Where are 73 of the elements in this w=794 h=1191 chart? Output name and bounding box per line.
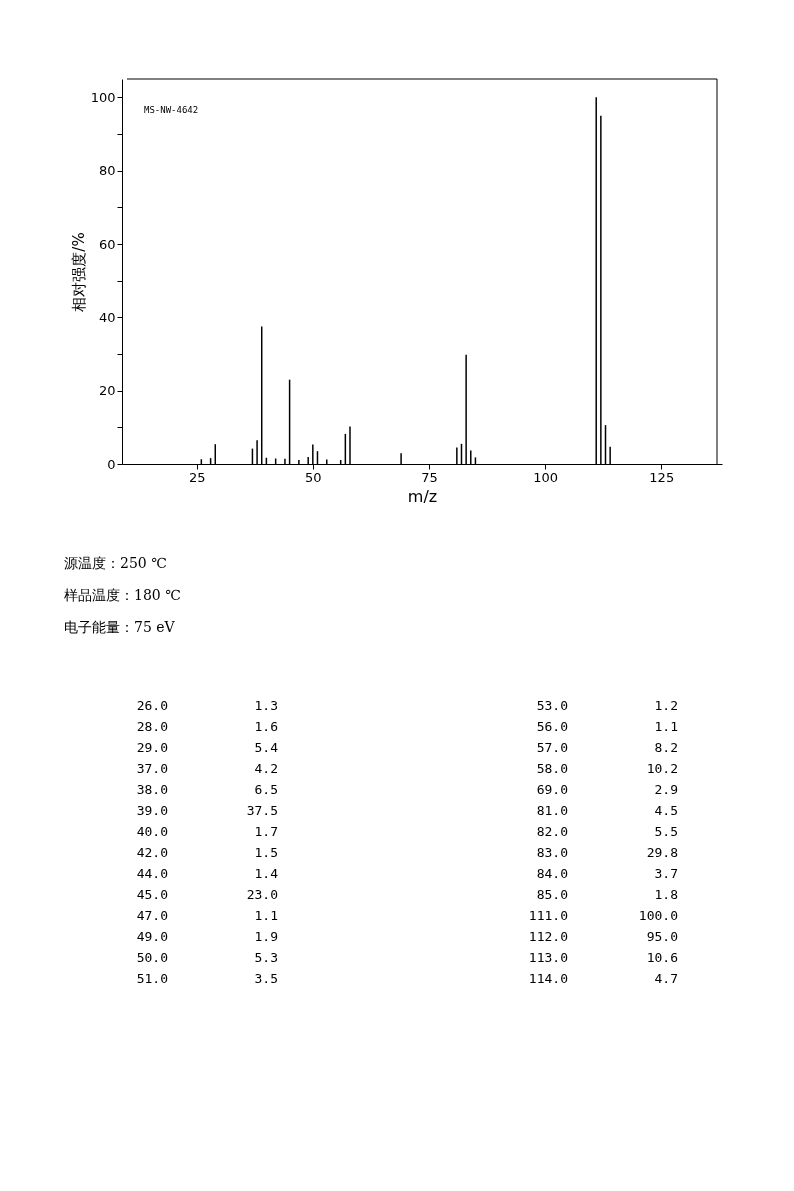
data-label: 3.7 <box>654 866 678 881</box>
x-tick-label: 25 <box>188 469 206 485</box>
data-label: 1.1 <box>254 908 278 923</box>
data-label: 6.5 <box>254 782 278 797</box>
category-label: 57.0 <box>536 740 568 755</box>
data-label: 29.8 <box>646 845 678 860</box>
category-label: 28.0 <box>136 719 168 734</box>
data-label: 100.0 <box>638 908 678 923</box>
data-label: 10.2 <box>646 761 678 776</box>
text: 样品温度：180 ℃ <box>64 587 181 603</box>
x-axis-title: m/z <box>407 486 438 506</box>
category-label: 69.0 <box>536 782 568 797</box>
data-label: 1.6 <box>254 719 278 734</box>
data-label: 5.3 <box>254 950 278 965</box>
data-label: 8.2 <box>654 740 678 755</box>
annotation: MS-NW-4642 <box>144 105 199 115</box>
y-tick-label: 100 <box>90 89 116 105</box>
x-tick-label: 100 <box>533 469 559 485</box>
category-label: 84.0 <box>536 866 568 881</box>
category-label: 44.0 <box>136 866 168 881</box>
data-label: 10.6 <box>646 950 678 965</box>
data-label: 1.2 <box>654 698 678 713</box>
category-label: 37.0 <box>136 761 168 776</box>
category-label: 113.0 <box>528 950 568 965</box>
y-tick-label: 40 <box>98 309 116 325</box>
category-label: 114.0 <box>528 971 568 986</box>
x-tick-label: 50 <box>305 469 322 485</box>
data-label: 1.3 <box>254 698 278 713</box>
data-label: 1.7 <box>254 824 278 839</box>
y-tick-label: 0 <box>107 456 116 472</box>
category-label: 49.0 <box>136 929 168 944</box>
data-label: 1.4 <box>254 866 279 881</box>
y-tick-label: 60 <box>98 236 116 252</box>
text: 源温度：250 ℃ <box>64 555 167 571</box>
category-label: 53.0 <box>536 698 568 713</box>
category-label: 58.0 <box>536 761 568 776</box>
category-label: 56.0 <box>536 719 568 734</box>
y-tick-label: 20 <box>98 383 116 399</box>
data-label: 4.5 <box>654 803 678 818</box>
data-label: 5.4 <box>254 740 279 755</box>
data-label: 4.7 <box>654 971 678 986</box>
category-label: 29.0 <box>136 740 168 755</box>
data-label: 4.2 <box>254 761 278 776</box>
data-label: 1.9 <box>254 929 278 944</box>
data-label: 3.5 <box>254 971 278 986</box>
data-label: 95.0 <box>646 929 678 944</box>
text: 电子能量：75 eV <box>64 619 176 635</box>
data-label: 1.1 <box>654 719 678 734</box>
data-label: 23.0 <box>246 887 278 902</box>
data-label: 37.5 <box>246 803 278 818</box>
data-label: 1.5 <box>254 845 278 860</box>
category-label: 50.0 <box>136 950 168 965</box>
data-label: 5.5 <box>654 824 678 839</box>
category-label: 45.0 <box>136 887 168 902</box>
category-label: 39.0 <box>136 803 168 818</box>
category-label: 81.0 <box>536 803 568 818</box>
x-tick-label: 75 <box>421 469 438 485</box>
category-label: 51.0 <box>136 971 168 986</box>
category-label: 111.0 <box>528 908 568 923</box>
category-label: 85.0 <box>536 887 568 902</box>
x-tick-label: 125 <box>649 469 675 485</box>
category-label: 112.0 <box>528 929 568 944</box>
category-label: 38.0 <box>136 782 168 797</box>
data-label: 1.8 <box>654 887 678 902</box>
category-label: 40.0 <box>136 824 168 839</box>
category-label: 82.0 <box>536 824 568 839</box>
y-tick-label: 80 <box>98 163 116 179</box>
category-label: 26.0 <box>136 698 168 713</box>
category-label: 42.0 <box>136 845 168 860</box>
category-label: 83.0 <box>536 845 568 860</box>
y-axis-title: 相对强度/% <box>69 232 88 312</box>
category-label: 47.0 <box>136 908 168 923</box>
data-label: 2.9 <box>654 782 678 797</box>
